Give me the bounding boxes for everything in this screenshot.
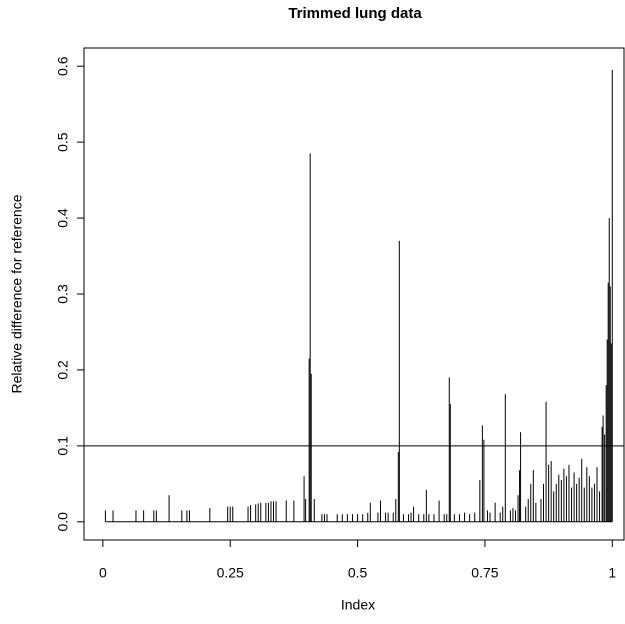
- y-axis-label: Relative difference for reference: [9, 194, 25, 393]
- x-tick-label: 0.25: [217, 565, 244, 581]
- y-tick-label: 0.2: [55, 360, 71, 380]
- x-axis-label: Index: [341, 597, 375, 613]
- x-tick-label: 1: [608, 565, 616, 581]
- y-tick-label: 0.3: [55, 284, 71, 304]
- y-tick-label: 0.1: [55, 436, 71, 456]
- x-tick-label: 0: [99, 565, 107, 581]
- chart-title: Trimmed lung data: [288, 5, 422, 22]
- x-tick-label: 0.5: [348, 565, 368, 581]
- x-tick-label: 0.75: [471, 565, 498, 581]
- y-tick-label: 0.0: [55, 512, 71, 532]
- plot-frame: [83, 47, 625, 541]
- y-tick-label: 0.6: [55, 56, 71, 76]
- y-tick-label: 0.5: [55, 132, 71, 152]
- y-tick-label: 0.4: [55, 208, 71, 228]
